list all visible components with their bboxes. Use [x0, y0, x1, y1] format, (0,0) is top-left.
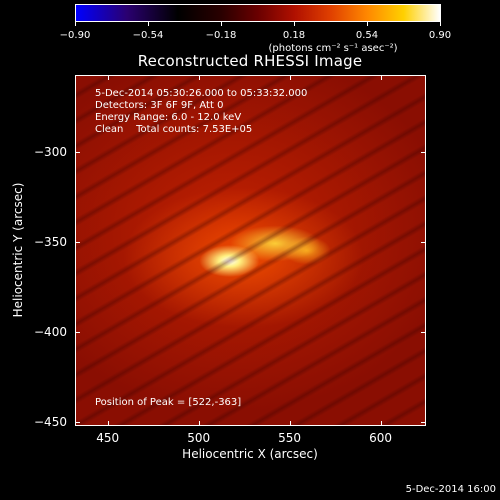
- reconstruction-artifacts: [75, 75, 426, 426]
- x-tick-label: 450: [96, 431, 120, 445]
- colorbar-label: 0.54: [355, 30, 379, 41]
- colorbar-tick: [367, 22, 368, 26]
- colorbar: −0.90 −0.54 −0.18 0.18 0.54 0.90 (photon…: [60, 4, 451, 54]
- x-tick-mark: [198, 421, 200, 426]
- y-tick-mark: [75, 422, 80, 424]
- timestamp: 5-Dec-2014 16:00: [405, 484, 496, 495]
- x-tick-mark: [198, 75, 200, 80]
- colorbar-label: 0.90: [428, 30, 452, 41]
- colorbar-label: −0.54: [132, 30, 164, 41]
- colorbar-tick: [294, 22, 295, 26]
- x-tick-mark: [107, 421, 109, 426]
- y-tick-mark: [421, 332, 426, 334]
- colorbar-label: −0.90: [59, 30, 91, 41]
- colorbar-units: (photons cm⁻² s⁻¹ asec⁻²): [268, 43, 398, 54]
- info-peak-position: Position of Peak = [522,-363]: [95, 397, 242, 408]
- y-tick-mark: [75, 242, 80, 244]
- y-tick-label: −400: [34, 325, 67, 340]
- y-tick-mark: [421, 422, 426, 424]
- x-axis-label: Heliocentric X (arcsec): [182, 447, 318, 461]
- colorbar-tick: [148, 22, 149, 26]
- rhessi-image: [75, 75, 426, 426]
- x-tick-mark: [107, 75, 109, 80]
- info-detectors: Detectors: 3F 6F 9F, Att 0: [95, 100, 224, 111]
- y-tick-label: −450: [34, 415, 67, 430]
- x-tick-mark: [289, 421, 291, 426]
- colorbar-tick: [440, 22, 441, 26]
- y-axis-label: Heliocentric Y (arcsec): [11, 182, 25, 318]
- info-energy-range: Energy Range: 6.0 - 12.0 keV: [95, 112, 242, 123]
- colorbar-tick: [221, 22, 222, 26]
- x-tick-mark: [289, 75, 291, 80]
- x-tick-label: 500: [187, 431, 211, 445]
- colorbar-label: 0.18: [282, 30, 306, 41]
- colorbar-gradient: [75, 4, 441, 22]
- flare-emission: [75, 75, 426, 426]
- y-tick-mark: [421, 242, 426, 244]
- y-tick-label: −300: [34, 145, 67, 160]
- colorbar-label: −0.18: [205, 30, 237, 41]
- info-clean: Clean Total counts: 7.53E+05: [95, 124, 253, 135]
- plot-frame: [75, 75, 426, 426]
- y-tick-label: −350: [34, 235, 67, 250]
- y-tick-mark: [75, 152, 80, 154]
- y-tick-mark: [421, 152, 426, 154]
- x-tick-mark: [380, 421, 382, 426]
- x-tick-label: 600: [369, 431, 392, 445]
- y-tick-mark: [75, 332, 80, 334]
- x-tick-mark: [380, 75, 382, 80]
- plot-title: Reconstructed RHESSI Image: [137, 52, 363, 70]
- x-tick-label: 550: [278, 431, 302, 445]
- colorbar-tick: [75, 22, 76, 26]
- info-time-range: 5-Dec-2014 05:30:26.000 to 05:33:32.000: [95, 88, 308, 99]
